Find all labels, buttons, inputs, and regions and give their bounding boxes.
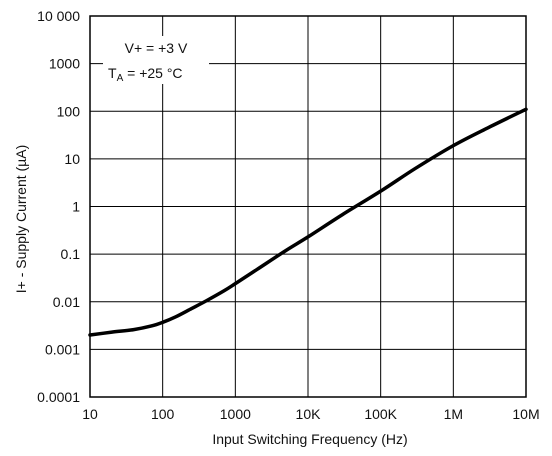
x-tick-label: 100 [151, 406, 175, 422]
y-tick-label: 10 000 [37, 8, 80, 24]
x-tick-label: 10M [512, 406, 539, 422]
y-tick-label: 10 [64, 151, 80, 167]
y-tick-label: 0.01 [53, 294, 80, 310]
y-tick-label: 1 [72, 199, 80, 215]
annotation-box: V+ = +3 V TA = +25 °C [103, 36, 209, 84]
y-tick-label: 1000 [49, 56, 80, 72]
y-tick-labels: 0.0001 0.001 0.01 0.1 1 10 100 1000 10 000 [37, 8, 80, 405]
x-tick-label: 100K [364, 406, 397, 422]
plot-frame [89, 15, 527, 398]
x-axis-title: Input Switching Frequency (Hz) [212, 431, 407, 447]
supply-current-series-line [88, 107, 528, 337]
plot-area [88, 107, 528, 337]
annotation-voltage: V+ = +3 V [125, 40, 188, 56]
y-tick-label: 0.001 [45, 341, 80, 357]
annotation-temperature: TA = +25 °C [108, 65, 183, 84]
y-axis-title: I+ - Supply Current (µA) [13, 145, 29, 294]
x-tick-label: 1000 [220, 406, 251, 422]
x-tick-labels: 10 100 1000 10K 100K 1M 10M [82, 406, 539, 422]
x-tick-label: 1M [444, 406, 463, 422]
y-tick-label: 100 [57, 103, 81, 119]
y-tick-label: 0.0001 [37, 389, 80, 405]
grid [89, 15, 527, 398]
y-tick-label: 0.1 [61, 246, 81, 262]
x-tick-label: 10 [82, 406, 98, 422]
x-tick-label: 10K [296, 406, 322, 422]
